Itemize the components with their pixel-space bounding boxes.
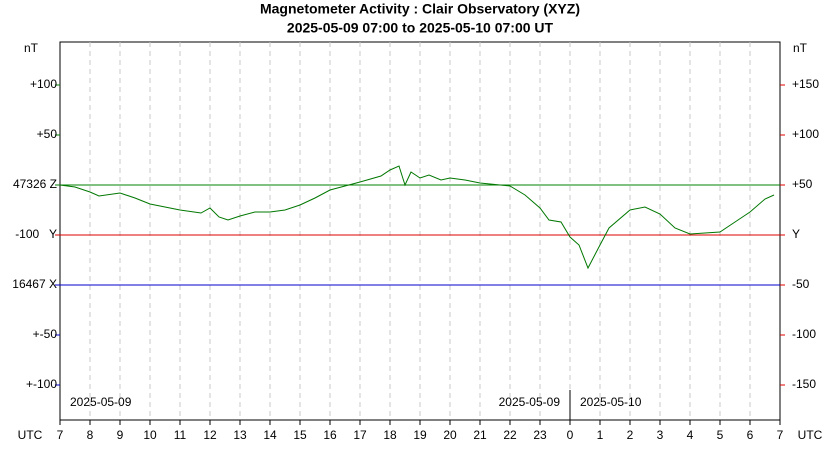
y-tick-label: +-50 xyxy=(33,327,58,341)
chart-subtitle: 2025-05-09 07:00 to 2025-05-10 07:00 UT xyxy=(287,20,554,36)
x-tick-label: 22 xyxy=(503,428,517,442)
x-tick-label: 2 xyxy=(627,428,634,442)
x-tick-label: 15 xyxy=(293,428,307,442)
y-tick-label: -150 xyxy=(792,377,816,391)
x-tick-label: 23 xyxy=(533,428,547,442)
x-tick-label: 8 xyxy=(87,428,94,442)
x-axis-label: UTC xyxy=(798,428,823,442)
y-tick-label: +100 xyxy=(792,127,819,141)
y-tick-label: -50 xyxy=(792,277,810,291)
x-tick-label: 20 xyxy=(443,428,457,442)
date-label: 2025-05-09 xyxy=(499,395,561,409)
x-tick-label: 18 xyxy=(383,428,397,442)
y-tick-label: +-100 xyxy=(26,377,57,391)
date-label: 2025-05-10 xyxy=(580,395,642,409)
x-tick-label: 0 xyxy=(567,428,574,442)
x-tick-label: 7 xyxy=(777,428,784,442)
y-tick-label: -100 Y xyxy=(15,227,57,241)
y-tick-label: +100 xyxy=(30,77,57,91)
data-line xyxy=(59,165,775,270)
x-tick-label: 12 xyxy=(203,428,217,442)
y-tick-label: Y xyxy=(792,227,800,241)
x-tick-label: 10 xyxy=(143,428,157,442)
x-tick-label: 6 xyxy=(747,428,754,442)
y-tick-label: 47326 Z xyxy=(13,177,57,191)
x-tick-label: 21 xyxy=(473,428,487,442)
right-unit: nT xyxy=(793,41,808,55)
x-tick-label: 16 xyxy=(323,428,337,442)
y-tick-label: +50 xyxy=(37,127,58,141)
x-tick-label: 7 xyxy=(57,428,64,442)
chart-title: Magnetometer Activity : Clair Observator… xyxy=(260,1,580,17)
left-unit: nT xyxy=(24,41,39,55)
y-tick-label: +150 xyxy=(792,77,819,91)
x-tick-label: 1 xyxy=(597,428,604,442)
x-tick-label: 13 xyxy=(233,428,247,442)
x-tick-label: 4 xyxy=(687,428,694,442)
x-tick-label: 11 xyxy=(174,428,187,442)
x-axis-label: UTC xyxy=(18,428,43,442)
x-tick-label: 3 xyxy=(657,428,664,442)
x-tick-label: 17 xyxy=(353,428,367,442)
y-tick-label: +50 xyxy=(792,177,813,191)
x-tick-label: 9 xyxy=(117,428,124,442)
x-tick-label: 14 xyxy=(263,428,277,442)
x-tick-label: 5 xyxy=(717,428,724,442)
y-tick-label: -100 xyxy=(792,327,816,341)
date-label: 2025-05-09 xyxy=(70,395,132,409)
y-tick-label: 16467 X xyxy=(12,277,57,291)
x-tick-label: 19 xyxy=(413,428,427,442)
